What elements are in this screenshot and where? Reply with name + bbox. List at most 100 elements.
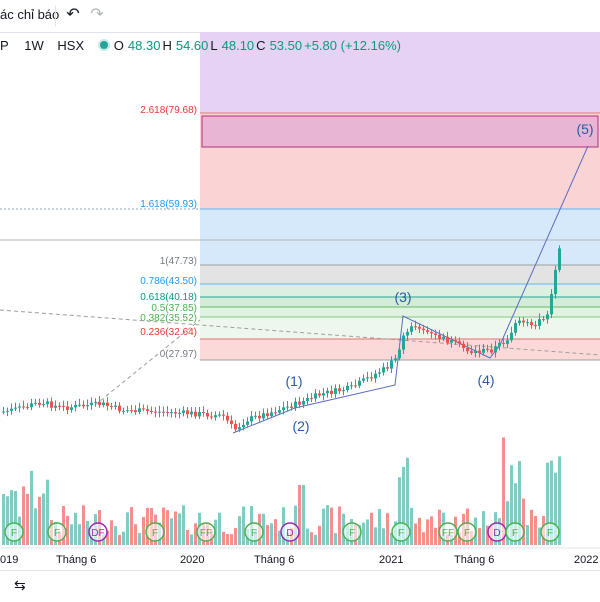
volume-bar <box>434 527 437 545</box>
volume-bar <box>370 512 373 545</box>
interval[interactable]: 1W <box>24 38 44 53</box>
candle-body <box>422 328 425 331</box>
close-label: C <box>256 38 266 53</box>
candle-body <box>150 410 153 412</box>
event-marker-circle <box>391 522 411 542</box>
candle-body <box>558 248 561 270</box>
volume-bar <box>382 528 385 545</box>
volume-bar <box>522 498 525 545</box>
undo-icon[interactable]: ↶ <box>66 6 80 23</box>
candle-body <box>350 385 353 387</box>
candle-body <box>298 401 301 405</box>
candle-body <box>474 350 477 353</box>
event-marker-label: F <box>464 528 470 539</box>
candle-body <box>214 415 217 418</box>
candle-body <box>450 340 453 343</box>
candle-body <box>90 402 93 406</box>
candle-body <box>198 412 201 417</box>
redo-icon[interactable]: ↷ <box>90 6 104 23</box>
candle-body <box>394 358 397 361</box>
volume-bar <box>238 516 241 545</box>
event-marker-circle <box>457 522 477 542</box>
volume-bar <box>10 490 13 545</box>
candle-body <box>378 372 381 374</box>
candle-body <box>50 401 53 408</box>
volume-bar <box>330 507 333 545</box>
exchange: HSX <box>57 38 85 53</box>
candle-body <box>542 319 545 321</box>
candle-body <box>70 407 73 410</box>
volume-bar <box>174 511 177 545</box>
candle-body <box>418 326 421 329</box>
volume-bar <box>242 506 245 545</box>
volume-bar <box>518 461 521 545</box>
candle-body <box>278 410 281 413</box>
candle-body <box>218 414 221 416</box>
candle-body <box>78 404 81 406</box>
fib-label-0786: 0.786(43.50) <box>140 276 197 287</box>
candle-body <box>94 401 97 403</box>
volume-bar <box>418 517 421 545</box>
candle-body <box>178 412 181 414</box>
candle-body <box>514 323 517 333</box>
volume-bar <box>378 509 381 545</box>
volume-bar <box>366 519 369 545</box>
top-toolbar: ác chỉ báo ↶ ↷ <box>0 0 600 33</box>
candle-body <box>118 405 121 412</box>
x-label-june-2021: Tháng 6 <box>454 554 494 566</box>
bottom-toolbar: ⇆ <box>0 570 600 601</box>
volume-bar <box>526 525 529 545</box>
candle-body <box>506 340 509 344</box>
candle-body <box>238 427 241 430</box>
event-markers: F F DF F FF F D F F FF F D FF <box>4 522 560 542</box>
price-chart[interactable]: 2.618(79.68) 1.618(59.93) 1(47.73) 0.786… <box>0 32 600 602</box>
volume-bar <box>118 534 121 545</box>
candle-body <box>46 401 49 405</box>
event-marker-circle <box>505 522 525 542</box>
candle-body <box>126 410 129 412</box>
candle-body <box>310 398 313 400</box>
volume-bar <box>234 528 237 545</box>
wave-labels: (1) (2) (3) (4) (5) <box>285 121 593 434</box>
volume-bar <box>138 532 141 545</box>
candle-body <box>66 406 69 410</box>
event-marker-label: FF <box>200 528 212 539</box>
candle-body <box>498 342 501 347</box>
event-marker-circle <box>196 522 216 542</box>
symbol-name[interactable]: P <box>0 38 9 53</box>
low-value: 48.10 <box>221 38 255 53</box>
change-value: +5.80 (+12.16%) <box>304 38 401 53</box>
candle-body <box>510 332 513 341</box>
fib-label-05: 0.5(37.85) <box>151 303 197 314</box>
candle-body <box>122 410 125 412</box>
candle-body <box>358 380 361 386</box>
candle-body <box>262 413 265 419</box>
date-range-icon[interactable]: ⇆ <box>14 577 26 593</box>
open-label: O <box>113 38 124 53</box>
volume-bar <box>106 530 109 545</box>
candle-body <box>10 408 13 411</box>
event-marker-circle <box>244 522 264 542</box>
volume-bar <box>530 509 533 545</box>
event-marker-circle <box>88 522 108 542</box>
volume-bar <box>134 524 137 545</box>
candle-body <box>482 348 485 353</box>
volume-bar <box>218 512 221 545</box>
candle-body <box>326 390 329 394</box>
candle-body <box>250 416 253 422</box>
candle-body <box>54 405 57 408</box>
candle-body <box>470 351 473 353</box>
candle-body <box>42 404 45 406</box>
candle-body <box>230 420 233 424</box>
candle-body <box>406 331 409 336</box>
x-label-2021: 2021 <box>379 554 403 566</box>
volume-bar <box>74 512 77 545</box>
indicators-button[interactable]: ác chỉ báo <box>0 7 60 22</box>
candle-body <box>62 405 65 407</box>
volume-bar <box>430 516 433 545</box>
candle-body <box>386 367 389 369</box>
wave-label-3: (3) <box>394 289 411 305</box>
x-label-2022: 2022 <box>574 554 598 566</box>
volume-bar <box>14 490 17 545</box>
volume-bar <box>226 534 229 545</box>
